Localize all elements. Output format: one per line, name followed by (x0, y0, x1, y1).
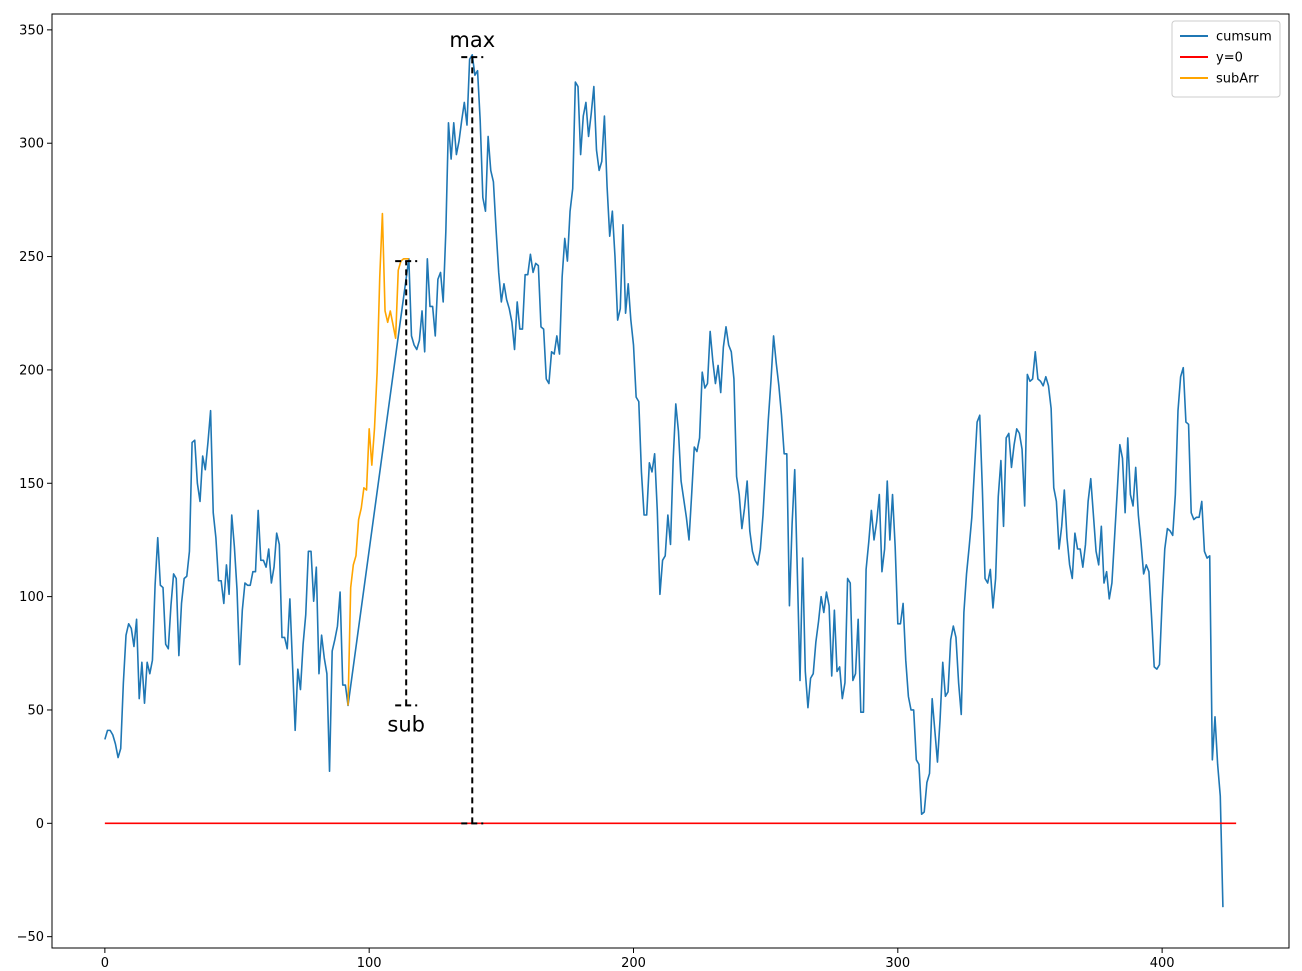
y-axis: −50 0 50 100 150 200 250 300 350 (17, 23, 52, 945)
y-tick-label: 300 (19, 137, 44, 152)
y-tick-label: 200 (19, 363, 44, 378)
y-tick-label: 250 (19, 250, 44, 265)
x-tick-label: 400 (1150, 956, 1175, 971)
x-tick-label: 200 (621, 956, 646, 971)
plot-frame (51, 13, 1290, 949)
y-tick-label: 50 (27, 703, 44, 718)
y-tick-label: 100 (19, 590, 44, 605)
legend-label: subArr (1216, 72, 1259, 87)
annotations-group: max sub (387, 28, 495, 825)
y-tick-label: −50 (17, 930, 44, 945)
legend-label: cumsum (1216, 30, 1272, 45)
x-tick-label: 0 (101, 956, 109, 971)
legend-label: y=0 (1216, 51, 1243, 66)
y-tick-label: 0 (36, 817, 44, 832)
series-line-subarr (347, 212, 409, 706)
series-line-cumsum (104, 54, 1224, 908)
legend: cumsum y=0 subArr (1171, 20, 1281, 98)
x-tick-label: 300 (885, 956, 910, 971)
series-group (104, 54, 1237, 908)
annotation-label-sub: sub (387, 712, 425, 736)
y-tick-label: 150 (19, 477, 44, 492)
x-axis: 0 100 200 300 400 (101, 948, 1175, 971)
x-tick-label: 100 (357, 956, 382, 971)
annotation-label-max: max (449, 28, 495, 52)
y-tick-label: 350 (19, 23, 44, 38)
